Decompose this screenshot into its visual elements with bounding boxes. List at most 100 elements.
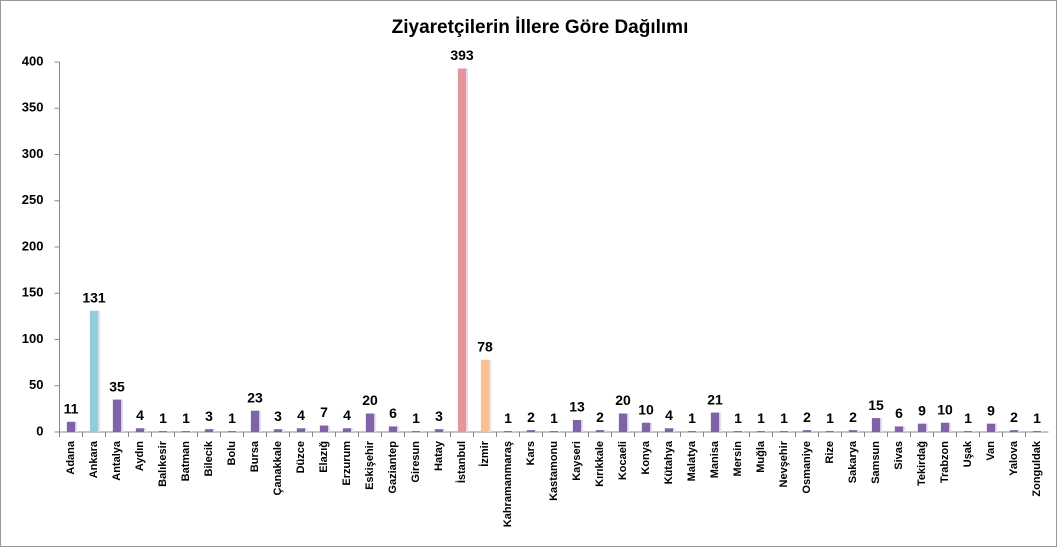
value-label: 3 bbox=[435, 408, 443, 424]
y-tick-label: 350 bbox=[22, 100, 44, 115]
bar bbox=[549, 431, 559, 432]
x-tick-label: Erzurum bbox=[341, 441, 353, 486]
value-label: 4 bbox=[343, 407, 351, 423]
bar bbox=[595, 430, 605, 432]
bar bbox=[411, 431, 421, 432]
x-tick-label: Kahramanmaraş bbox=[502, 441, 514, 527]
x-tick-label: Samsun bbox=[870, 441, 882, 484]
y-tick-label: 50 bbox=[29, 377, 43, 392]
value-label: 21 bbox=[707, 391, 723, 407]
value-label: 1 bbox=[412, 410, 420, 426]
bar bbox=[296, 428, 306, 432]
bar bbox=[756, 431, 766, 432]
value-label: 2 bbox=[596, 409, 604, 425]
bar bbox=[779, 431, 789, 432]
y-tick-label: 400 bbox=[22, 53, 44, 68]
bar bbox=[802, 430, 812, 432]
x-tick-label: Çanakkale bbox=[272, 441, 284, 495]
value-label: 78 bbox=[477, 339, 493, 355]
value-label: 4 bbox=[665, 407, 673, 423]
y-tick-label: 250 bbox=[22, 192, 44, 207]
value-label: 7 bbox=[320, 404, 328, 420]
value-label: 20 bbox=[615, 392, 631, 408]
x-tick-label: İstanbul bbox=[455, 441, 468, 483]
x-tick-label: Batman bbox=[180, 441, 192, 482]
value-label: 1 bbox=[182, 410, 190, 426]
bar bbox=[894, 426, 904, 432]
value-label: 20 bbox=[362, 392, 378, 408]
x-tick-label: Elazığ bbox=[318, 441, 330, 473]
value-label: 131 bbox=[82, 290, 106, 306]
bar bbox=[181, 431, 191, 432]
x-tick-label: Bursa bbox=[249, 440, 261, 472]
value-label: 35 bbox=[109, 378, 125, 394]
y-tick-label: 0 bbox=[36, 423, 43, 438]
x-tick-label: Van bbox=[985, 441, 997, 461]
x-tick-label: Sivas bbox=[893, 441, 905, 470]
bar bbox=[710, 412, 720, 432]
x-tick-label: Ankara bbox=[88, 440, 100, 478]
chart-title: Ziyaretçilerin İllere Göre Dağılımı bbox=[392, 17, 689, 38]
value-label: 2 bbox=[803, 409, 811, 425]
y-tick-label: 300 bbox=[22, 146, 44, 161]
x-tick-label: Gaziantep bbox=[387, 441, 399, 494]
bar bbox=[319, 425, 329, 432]
value-label: 1 bbox=[504, 410, 512, 426]
bar bbox=[963, 431, 973, 432]
value-label: 1 bbox=[688, 410, 696, 426]
bar bbox=[66, 421, 76, 432]
bar bbox=[112, 399, 122, 432]
bar bbox=[526, 430, 536, 432]
value-label: 2 bbox=[849, 409, 857, 425]
x-tick-label: Yalova bbox=[1008, 440, 1020, 476]
bar bbox=[733, 431, 743, 432]
value-label: 1 bbox=[964, 410, 972, 426]
x-tick-label: Eskişehir bbox=[364, 440, 376, 490]
x-tick-label: Düzce bbox=[295, 441, 307, 473]
bar bbox=[940, 422, 950, 432]
x-tick-label: Bolu bbox=[226, 441, 238, 465]
x-tick-label: Manisa bbox=[709, 440, 721, 478]
value-label: 1 bbox=[159, 410, 167, 426]
bar bbox=[871, 418, 881, 432]
x-tick-label: Mersin bbox=[732, 441, 744, 477]
bar bbox=[273, 429, 283, 432]
bar bbox=[89, 310, 99, 432]
x-tick-label: Konya bbox=[640, 440, 652, 475]
bar bbox=[848, 430, 858, 432]
x-tick-label: Kırıkkale bbox=[594, 441, 606, 487]
x-tick-label: Malatya bbox=[686, 440, 698, 481]
bar bbox=[572, 419, 582, 432]
bar bbox=[1032, 431, 1042, 432]
bar bbox=[158, 431, 168, 432]
value-label: 15 bbox=[868, 397, 884, 413]
value-label: 9 bbox=[918, 402, 926, 418]
bar bbox=[503, 431, 513, 432]
value-label: 1 bbox=[780, 410, 788, 426]
x-tick-label: Sakarya bbox=[847, 440, 859, 483]
value-label: 1 bbox=[757, 410, 765, 426]
value-label: 2 bbox=[1010, 409, 1018, 425]
value-label: 23 bbox=[247, 389, 263, 405]
bar bbox=[641, 422, 651, 432]
bar bbox=[388, 426, 398, 432]
x-tick-label: Kütahya bbox=[663, 440, 675, 484]
x-tick-label: Tekirdağ bbox=[916, 441, 928, 486]
x-tick-label: İzmir bbox=[478, 440, 491, 466]
value-label: 1 bbox=[826, 410, 834, 426]
x-tick-label: Adana bbox=[65, 440, 77, 475]
bar bbox=[135, 428, 145, 432]
value-label: 4 bbox=[136, 407, 144, 423]
x-tick-label: Muğla bbox=[755, 440, 767, 473]
value-label: 9 bbox=[987, 402, 995, 418]
x-tick-label: Nevşehir bbox=[778, 440, 790, 487]
bar bbox=[434, 429, 444, 432]
value-label: 393 bbox=[450, 47, 474, 63]
value-label: 3 bbox=[274, 408, 282, 424]
value-label: 10 bbox=[638, 401, 654, 417]
bar bbox=[227, 431, 237, 432]
value-label: 6 bbox=[895, 405, 903, 421]
x-tick-label: Kocaeli bbox=[617, 441, 629, 480]
